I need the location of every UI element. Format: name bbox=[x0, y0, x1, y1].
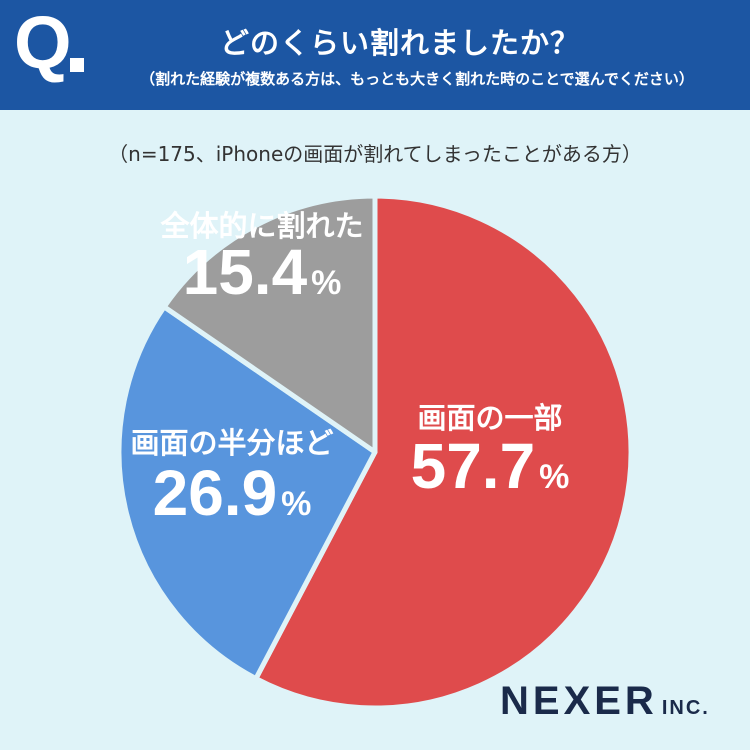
slice-half bbox=[116, 304, 378, 682]
slice-value: 26.9% bbox=[153, 457, 312, 529]
slice-value-unit: % bbox=[311, 264, 341, 302]
slice-value-unit: % bbox=[539, 458, 569, 496]
slice-value: 57.7% bbox=[411, 430, 570, 502]
question-title: どのくらい割れましたか？ bbox=[219, 26, 580, 60]
q-mark: Q bbox=[14, 1, 72, 84]
brand-suffix: INC. bbox=[661, 697, 710, 719]
slice-whole bbox=[161, 193, 378, 455]
brand-logo: NEXER INC. bbox=[500, 679, 710, 724]
slice-value-number: 26.9 bbox=[153, 457, 278, 529]
slice-value: 15.4% bbox=[183, 236, 342, 308]
slice-label: 画面の一部 bbox=[417, 401, 562, 435]
slice-label: 全体的に割れた bbox=[159, 209, 363, 243]
slice-value-number: 15.4 bbox=[183, 236, 308, 308]
question-header: Q どのくらい割れましたか？ （割れた経験が複数ある方は、もっとも大きく割れた時… bbox=[0, 0, 750, 110]
slice-value-number: 57.7 bbox=[411, 430, 536, 502]
sample-note: （n=175、iPhoneの画面が割れてしまったことがある方） bbox=[108, 142, 642, 166]
brand-name: NEXER bbox=[500, 679, 658, 723]
slice-value-unit: % bbox=[281, 485, 311, 523]
question-subtitle: （割れた経験が複数ある方は、もっとも大きく割れた時のことで選んでください） bbox=[140, 70, 694, 88]
pie-slices bbox=[116, 193, 634, 711]
slice-part bbox=[253, 193, 634, 711]
slice-label: 画面の半分ほど bbox=[130, 426, 333, 460]
q-dot bbox=[70, 58, 84, 72]
